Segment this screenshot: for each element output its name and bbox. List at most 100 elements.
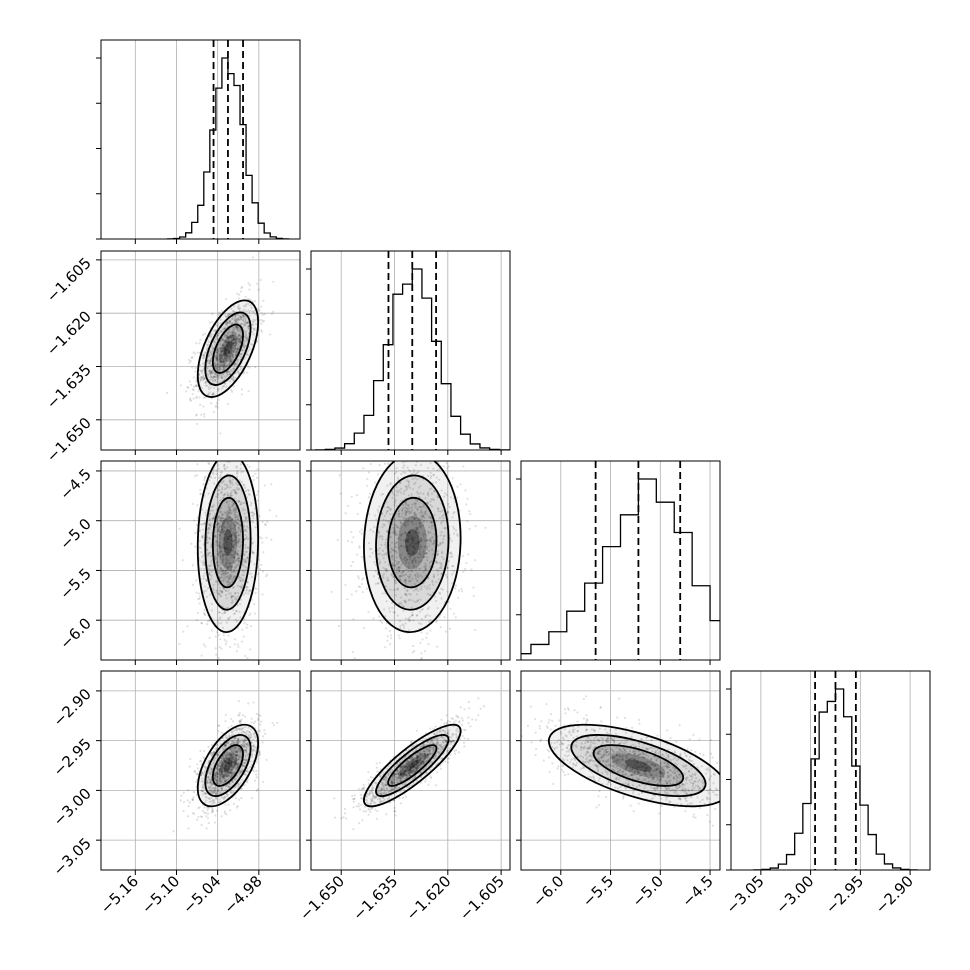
sample-point — [255, 773, 258, 776]
sample-point — [244, 344, 247, 347]
sample-point — [396, 525, 400, 529]
sample-point — [213, 362, 216, 365]
sample-point — [415, 614, 418, 617]
sample-point — [224, 361, 228, 365]
sample-point — [432, 575, 436, 578]
sample-point — [396, 533, 399, 536]
sample-point — [225, 344, 229, 347]
sample-point — [222, 465, 226, 468]
sample-point — [242, 484, 246, 487]
sample-point — [211, 346, 214, 350]
sample-point — [244, 339, 247, 343]
sample-point — [228, 373, 231, 376]
sample-point — [400, 499, 403, 503]
sample-point — [204, 511, 207, 514]
sample-point — [254, 779, 257, 782]
sample-point — [230, 341, 233, 344]
sample-point — [204, 384, 207, 387]
sample-point — [238, 338, 241, 341]
sample-point — [210, 371, 213, 374]
sample-point — [438, 561, 441, 564]
sample-point — [394, 581, 397, 584]
sample-point — [219, 374, 223, 377]
sample-point — [244, 518, 247, 521]
sample-point — [230, 369, 233, 373]
sample-point — [427, 542, 430, 545]
sample-point — [398, 453, 400, 455]
sample-point — [330, 590, 333, 594]
sample-point — [227, 580, 230, 583]
sample-point — [213, 375, 216, 378]
sample-point — [425, 556, 429, 559]
sample-point — [403, 490, 406, 493]
sample-point — [378, 552, 381, 555]
sample-point — [238, 309, 241, 312]
sample-point — [197, 598, 200, 601]
sample-point — [397, 566, 400, 569]
sample-point — [194, 370, 197, 373]
sample-point — [217, 347, 220, 350]
sample-point — [384, 541, 387, 545]
sample-point — [250, 551, 254, 555]
sample-point — [404, 578, 407, 581]
sample-point — [392, 549, 395, 552]
sample-point — [432, 490, 436, 493]
sample-point — [245, 329, 248, 333]
sample-point — [226, 466, 229, 469]
sample-point — [260, 305, 263, 308]
sample-point — [230, 550, 233, 553]
sample-point — [205, 539, 208, 542]
sample-point — [233, 314, 237, 317]
sample-point — [336, 538, 339, 542]
sample-point — [221, 349, 224, 352]
sample-point — [369, 528, 372, 531]
sample-point — [416, 499, 419, 503]
sample-point — [226, 334, 229, 337]
sample-point — [251, 551, 254, 554]
sample-point — [234, 534, 237, 537]
sample-point — [221, 339, 225, 342]
sample-point — [246, 339, 249, 342]
sample-point — [233, 570, 236, 573]
sample-point — [236, 337, 239, 341]
sample-point — [426, 545, 429, 548]
sample-point — [215, 542, 218, 545]
sample-point — [245, 626, 248, 629]
sample-point — [407, 452, 409, 454]
sample-point — [232, 338, 235, 341]
sample-point — [199, 378, 203, 381]
sample-point — [231, 328, 235, 332]
sample-point — [388, 520, 391, 523]
sample-point — [224, 467, 227, 470]
sample-point — [245, 525, 249, 528]
sample-point — [218, 546, 221, 549]
sample-point — [217, 311, 221, 314]
sample-point — [236, 371, 239, 374]
sample-point — [223, 327, 227, 330]
sample-point — [210, 743, 213, 746]
sample-point — [441, 540, 444, 543]
sample-point — [221, 347, 224, 350]
sample-point — [244, 333, 247, 336]
sample-point — [244, 344, 247, 347]
sample-point — [441, 555, 444, 558]
sample-point — [217, 366, 221, 369]
sample-point — [203, 351, 207, 354]
sample-point — [239, 585, 243, 589]
sample-point — [208, 369, 211, 372]
sample-point — [415, 526, 418, 529]
sample-point — [398, 519, 402, 522]
sample-point — [223, 511, 226, 514]
sample-point — [216, 337, 219, 341]
sample-point — [227, 461, 231, 464]
sample-point — [234, 490, 237, 493]
sample-point — [391, 491, 394, 494]
sample-point — [225, 540, 228, 543]
sample-point — [412, 537, 415, 541]
sample-point — [220, 550, 223, 553]
sample-point — [404, 506, 407, 509]
sample-point — [398, 570, 401, 573]
sample-point — [209, 577, 212, 580]
sample-point — [213, 364, 217, 367]
sample-point — [215, 591, 218, 594]
